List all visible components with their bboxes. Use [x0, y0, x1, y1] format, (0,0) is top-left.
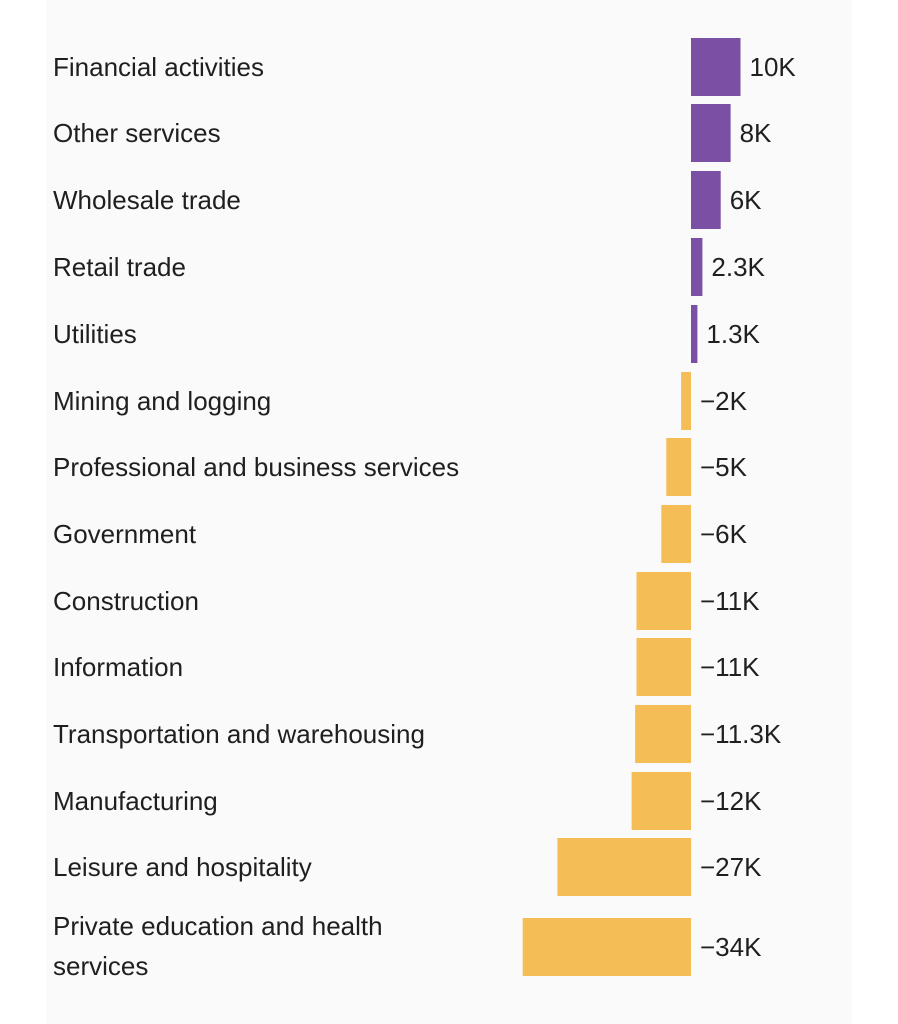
bar	[636, 638, 691, 696]
bar	[691, 171, 721, 229]
value-label: 8K	[740, 118, 772, 148]
bar	[691, 238, 703, 296]
category-label: Other services	[53, 118, 221, 148]
category-label: Government	[53, 519, 197, 549]
chart-panel	[46, 0, 852, 1024]
value-label: −11K	[700, 652, 760, 682]
category-label: Retail trade	[53, 252, 186, 282]
category-label: Professional and business services	[53, 452, 459, 482]
bar	[661, 505, 691, 563]
bar	[691, 305, 698, 363]
value-label: 2.3K	[711, 252, 765, 282]
bar	[691, 104, 731, 162]
bar	[681, 372, 691, 430]
value-label: −34K	[700, 932, 762, 962]
value-label: −6K	[700, 519, 748, 549]
category-label: Private education and health services	[53, 911, 383, 981]
category-label: Manufacturing	[53, 786, 218, 816]
value-label: −11K	[700, 586, 760, 616]
category-label: Leisure and hospitality	[53, 852, 312, 882]
bar	[631, 772, 691, 830]
bar	[691, 38, 741, 96]
value-label: 10K	[750, 52, 797, 82]
category-label: Wholesale trade	[53, 185, 241, 215]
bar	[557, 838, 692, 896]
value-label: −5K	[700, 452, 748, 482]
value-label: −27K	[700, 852, 762, 882]
bar	[666, 438, 692, 496]
value-label: 6K	[730, 185, 762, 215]
bar	[522, 918, 691, 976]
category-label: Transportation and warehousing	[53, 719, 425, 749]
value-label: −2K	[700, 386, 748, 416]
category-label: Information	[53, 652, 183, 682]
category-label: Financial activities	[53, 52, 264, 82]
value-label: 1.3K	[706, 319, 760, 349]
value-label: −11.3K	[700, 719, 782, 749]
category-label: Mining and logging	[53, 386, 271, 416]
value-label: −12K	[700, 786, 762, 816]
category-label: Utilities	[53, 319, 137, 349]
category-label: Construction	[53, 586, 199, 616]
bar	[635, 705, 691, 763]
bar	[636, 572, 691, 630]
